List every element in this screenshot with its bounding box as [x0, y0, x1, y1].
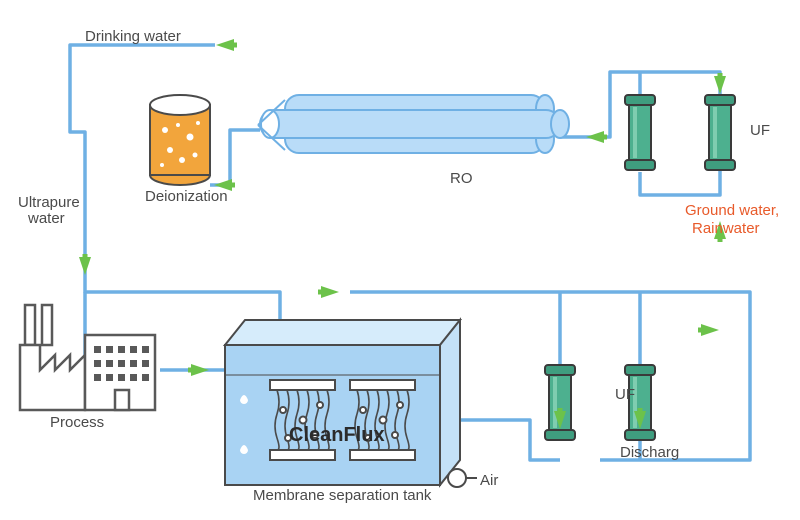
label-uf-bottom: UF	[615, 386, 635, 403]
label-ultrapure-2: water	[28, 210, 65, 227]
flow-arrows	[0, 0, 800, 520]
label-ro: RO	[450, 170, 473, 187]
label-process: Process	[50, 414, 104, 431]
label-membrane-tank: Membrane separation tank	[253, 487, 431, 504]
diagram-canvas: Drinking water Deionization RO UF UF Gro…	[0, 0, 800, 520]
label-drinking-water: Drinking water	[85, 28, 181, 45]
label-ground-water: Ground water,	[685, 202, 779, 219]
label-uf-top: UF	[750, 122, 770, 139]
label-ultrapure-1: Ultrapure	[18, 194, 80, 211]
label-air: Air	[480, 472, 498, 489]
label-discharge: Discharg	[620, 444, 679, 461]
label-cleanflux: CleanFlux	[289, 424, 385, 447]
label-deionization: Deionization	[145, 188, 228, 205]
label-rainwater: Rainwater	[692, 220, 760, 237]
